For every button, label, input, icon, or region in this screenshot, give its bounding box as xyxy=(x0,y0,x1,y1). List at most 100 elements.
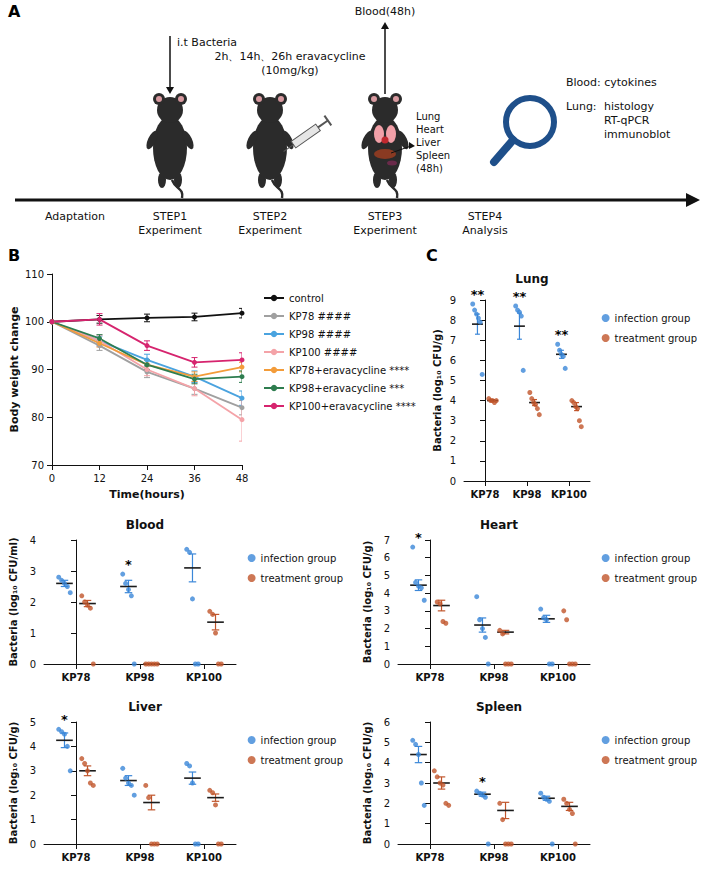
svg-text:5: 5 xyxy=(384,570,390,581)
svg-text:1: 1 xyxy=(450,455,456,466)
svg-text:**: ** xyxy=(513,289,527,304)
svg-text:KP98: KP98 xyxy=(126,852,155,863)
svg-text:KP78: KP78 xyxy=(416,852,445,863)
svg-text:Analysis: Analysis xyxy=(462,224,508,237)
svg-text:6: 6 xyxy=(384,552,390,563)
svg-text:Body weight change: Body weight change xyxy=(8,307,21,433)
svg-text:7: 7 xyxy=(450,335,456,346)
svg-text:treatment group: treatment group xyxy=(615,573,697,584)
svg-text:Time(hours): Time(hours) xyxy=(109,488,184,501)
svg-text:treatment group: treatment group xyxy=(615,333,697,344)
svg-text:Blood(48h): Blood(48h) xyxy=(355,5,416,18)
svg-text:1: 1 xyxy=(384,818,390,829)
svg-text:1: 1 xyxy=(30,814,36,825)
svg-text:110: 110 xyxy=(25,269,44,280)
svg-text:7: 7 xyxy=(384,535,390,546)
svg-text:treatment group: treatment group xyxy=(261,755,343,766)
svg-text:Spleen: Spleen xyxy=(416,150,450,161)
svg-text:KP100: KP100 xyxy=(186,852,222,863)
svg-text:24: 24 xyxy=(141,473,154,484)
svg-text:Heart: Heart xyxy=(480,518,518,532)
svg-text:*: * xyxy=(125,557,132,572)
svg-text:12: 12 xyxy=(93,473,106,484)
svg-text:Bacteria (log₁₀ CFU/ml): Bacteria (log₁₀ CFU/ml) xyxy=(8,537,19,666)
svg-text:2: 2 xyxy=(384,623,390,634)
svg-text:(48h): (48h) xyxy=(416,163,443,174)
svg-text:*: * xyxy=(479,774,486,789)
svg-text:0: 0 xyxy=(30,839,36,850)
svg-text:100: 100 xyxy=(25,316,44,327)
svg-text:KP98: KP98 xyxy=(480,852,509,863)
svg-text:70: 70 xyxy=(31,460,44,471)
svg-text:i.t Bacteria: i.t Bacteria xyxy=(177,36,237,49)
svg-text:36: 36 xyxy=(188,473,201,484)
svg-text:Heart: Heart xyxy=(416,124,444,135)
svg-text:5: 5 xyxy=(30,717,36,728)
svg-text:Blood: cytokines: Blood: cytokines xyxy=(566,76,657,89)
svg-text:90: 90 xyxy=(31,364,44,375)
svg-text:KP98: KP98 xyxy=(480,672,509,683)
svg-text:Blood: Blood xyxy=(126,518,164,532)
svg-text:Liver: Liver xyxy=(416,137,441,148)
svg-text:3: 3 xyxy=(30,765,36,776)
svg-text:5: 5 xyxy=(384,737,390,748)
svg-text:KP98 ####: KP98 #### xyxy=(289,329,351,340)
svg-text:2: 2 xyxy=(450,435,456,446)
svg-text:3: 3 xyxy=(384,778,390,789)
svg-text:STEP1: STEP1 xyxy=(153,210,187,223)
svg-text:2: 2 xyxy=(384,798,390,809)
svg-text:infection group: infection group xyxy=(615,553,691,564)
svg-text:infection group: infection group xyxy=(615,735,691,746)
svg-text:KP78: KP78 xyxy=(471,489,500,500)
svg-text:*: * xyxy=(415,530,422,545)
svg-text:Spleen: Spleen xyxy=(476,700,522,714)
svg-text:KP78 ####: KP78 #### xyxy=(289,311,351,322)
svg-text:48: 48 xyxy=(236,473,249,484)
svg-text:Lung: Lung xyxy=(515,272,548,286)
svg-text:2: 2 xyxy=(30,597,36,608)
svg-text:RT-qPCR: RT-qPCR xyxy=(604,114,650,127)
svg-text:infection group: infection group xyxy=(615,313,691,324)
svg-text:Bacteria (log₁₀ CFU/g): Bacteria (log₁₀ CFU/g) xyxy=(8,722,19,844)
svg-text:KP100: KP100 xyxy=(551,489,587,500)
svg-text:KP100: KP100 xyxy=(540,852,576,863)
svg-text:3: 3 xyxy=(450,415,456,426)
svg-text:STEP3: STEP3 xyxy=(368,210,402,223)
svg-text:5: 5 xyxy=(450,375,456,386)
svg-text:STEP4: STEP4 xyxy=(468,210,502,223)
svg-text:0: 0 xyxy=(30,659,36,670)
svg-text:Experiment: Experiment xyxy=(238,224,302,237)
svg-text:4: 4 xyxy=(384,757,390,768)
svg-text:0: 0 xyxy=(49,473,55,484)
svg-text:1: 1 xyxy=(384,641,390,652)
svg-text:infection group: infection group xyxy=(261,735,337,746)
svg-text:2h、14h、26h eravacycline: 2h、14h、26h eravacycline xyxy=(214,50,365,63)
svg-text:0: 0 xyxy=(384,659,390,670)
svg-text:80: 80 xyxy=(31,412,44,423)
svg-text:KP100+eravacycline ****: KP100+eravacycline **** xyxy=(289,401,416,412)
svg-text:KP100 ####: KP100 #### xyxy=(289,347,357,358)
svg-text:KP78: KP78 xyxy=(62,852,91,863)
svg-text:KP100: KP100 xyxy=(186,672,222,683)
svg-text:KP100: KP100 xyxy=(540,672,576,683)
svg-text:treatment group: treatment group xyxy=(261,573,343,584)
svg-text:histology: histology xyxy=(604,100,655,113)
svg-text:Bacteria (log₁₀ CFU/g): Bacteria (log₁₀ CFU/g) xyxy=(362,722,373,844)
svg-text:1: 1 xyxy=(30,628,36,639)
svg-text:KP98: KP98 xyxy=(513,489,542,500)
svg-text:Liver: Liver xyxy=(128,700,162,714)
svg-text:6: 6 xyxy=(384,717,390,728)
svg-text:0: 0 xyxy=(450,476,456,487)
svg-text:**: ** xyxy=(471,287,485,302)
svg-text:3: 3 xyxy=(384,605,390,616)
svg-text:Lung: Lung xyxy=(416,111,440,122)
svg-text:4: 4 xyxy=(384,588,390,599)
svg-text:KP78: KP78 xyxy=(416,672,445,683)
svg-text:3: 3 xyxy=(30,566,36,577)
svg-text:Lung:: Lung: xyxy=(566,100,597,113)
svg-text:4: 4 xyxy=(30,741,36,752)
svg-text:Adaptation: Adaptation xyxy=(45,210,105,223)
svg-text:4: 4 xyxy=(450,395,456,406)
svg-text:2: 2 xyxy=(30,790,36,801)
svg-text:0: 0 xyxy=(384,839,390,850)
